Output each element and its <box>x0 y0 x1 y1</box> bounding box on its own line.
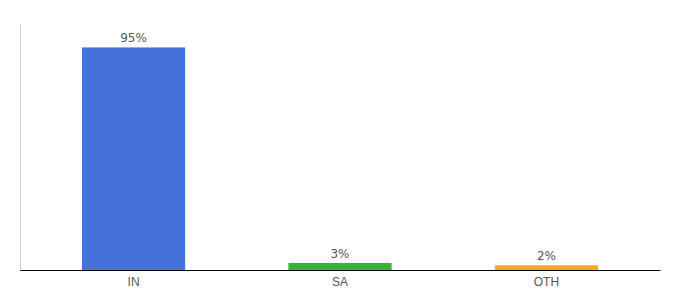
x-tick: IN <box>128 275 140 289</box>
x-tick-label: OTH <box>534 275 559 289</box>
data-label: 3% <box>330 247 349 261</box>
y-axis-line <box>20 25 21 271</box>
bar <box>495 265 598 270</box>
bars <box>82 47 598 270</box>
x-tick-label: SA <box>332 275 348 289</box>
x-tick: SA <box>332 275 348 289</box>
x-axis: IN SA OTH <box>21 271 661 290</box>
bar <box>288 263 391 270</box>
chart: IN SA OTH 95% 3% 2% <box>0 0 680 300</box>
x-tick: OTH <box>534 275 559 289</box>
bar <box>82 47 185 270</box>
data-label: 2% <box>537 249 556 263</box>
chart-container: IN SA OTH 95% 3% 2% <box>0 0 680 300</box>
data-label: 95% <box>120 31 147 45</box>
data-labels: 95% 3% 2% <box>120 31 556 263</box>
x-axis-line <box>21 270 661 271</box>
plot-area: IN SA OTH 95% 3% 2% <box>21 25 661 290</box>
y-axis <box>20 25 21 271</box>
x-tick-label: IN <box>128 275 140 289</box>
